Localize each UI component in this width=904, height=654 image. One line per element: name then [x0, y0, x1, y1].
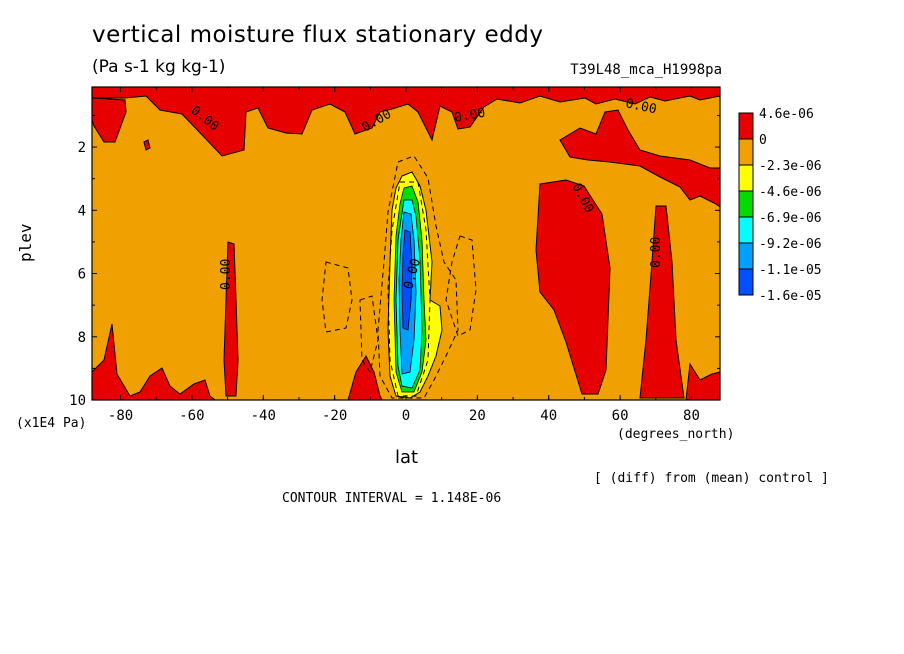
dashed-contour — [321, 261, 353, 333]
x-axis-units: (degrees_north) — [617, 427, 735, 442]
dashed-contour — [377, 155, 459, 399]
colorbar-swatch — [738, 190, 754, 218]
y-axis-units: (x1E4 Pa) — [16, 416, 87, 431]
chart-units: (Pa s-1 kg kg-1) — [92, 57, 226, 77]
x-tick-label: 20 — [469, 408, 486, 424]
negative-contours — [321, 155, 477, 399]
x-tick-label: 0 — [402, 408, 410, 424]
y-tick-label: 2 — [78, 140, 86, 156]
x-tick-label: 60 — [612, 408, 629, 424]
contour-label: 0.00 — [649, 237, 664, 268]
x-tick-label: -60 — [179, 408, 204, 424]
colorbar-label: 0 — [759, 133, 767, 148]
small-positive-dot — [143, 139, 151, 151]
plume-blue — [401, 229, 413, 331]
x-tick-label: -40 — [251, 408, 276, 424]
left-spike-positive — [223, 241, 239, 397]
colorbar-swatch — [738, 112, 754, 140]
colorbar-label: -1.6e-05 — [759, 289, 822, 304]
colorbar-label: -2.3e-06 — [759, 159, 822, 174]
colorbar-swatch — [738, 138, 754, 166]
diff-note: [ (diff) from (mean) control ] — [594, 471, 829, 486]
dashed-contour — [445, 235, 477, 337]
right-bottom-positive — [685, 362, 720, 400]
dashed-contour — [387, 181, 431, 397]
colorbar: 4.6e-06 0 -2.3e-06 -4.6e-06 -6.9e-06 -9.2e-06… — [738, 107, 822, 304]
contour-fills — [92, 87, 720, 400]
y-tick-label: 10 — [69, 393, 86, 409]
left-bottom-positive — [92, 323, 216, 400]
colorbar-label: -1.1e-05 — [759, 263, 822, 278]
right-mid-positive — [535, 179, 611, 395]
x-tick-label: -80 — [108, 408, 133, 424]
colorbar-swatch — [738, 242, 754, 270]
contour-label: 0.00 — [624, 96, 658, 117]
colorbar-swatch — [738, 164, 754, 192]
right-column-positive — [639, 205, 685, 399]
contour-label: 0.00 — [219, 259, 234, 290]
colorbar-swatch — [738, 216, 754, 244]
y-tick-label: 8 — [78, 330, 86, 346]
x-tick-label: 40 — [540, 408, 557, 424]
chart-title: vertical moisture flux stationary eddy — [92, 22, 544, 48]
right-upper-positive — [559, 109, 720, 208]
contour-label: 0.00 — [453, 106, 486, 126]
colorbar-label: -9.2e-06 — [759, 237, 822, 252]
y-tick-label: 4 — [78, 203, 86, 219]
colorbar-label: -6.9e-06 — [759, 211, 822, 226]
x-tick-label: 80 — [683, 408, 700, 424]
colorbar-label: -4.6e-06 — [759, 185, 822, 200]
run-name: T39L48_mca_H1998pa — [570, 62, 722, 78]
dashed-contour — [359, 295, 379, 374]
colorbar-swatch — [738, 268, 754, 296]
y-tick-label: 6 — [78, 267, 86, 283]
x-tick-label: -20 — [322, 408, 347, 424]
x-axis-label: lat — [395, 447, 419, 468]
mid-bottom-positive — [347, 354, 383, 400]
top-positive-region — [92, 87, 720, 157]
colorbar-label: 4.6e-06 — [759, 107, 814, 122]
contour-interval: CONTOUR INTERVAL = 1.148E-06 — [282, 491, 502, 506]
